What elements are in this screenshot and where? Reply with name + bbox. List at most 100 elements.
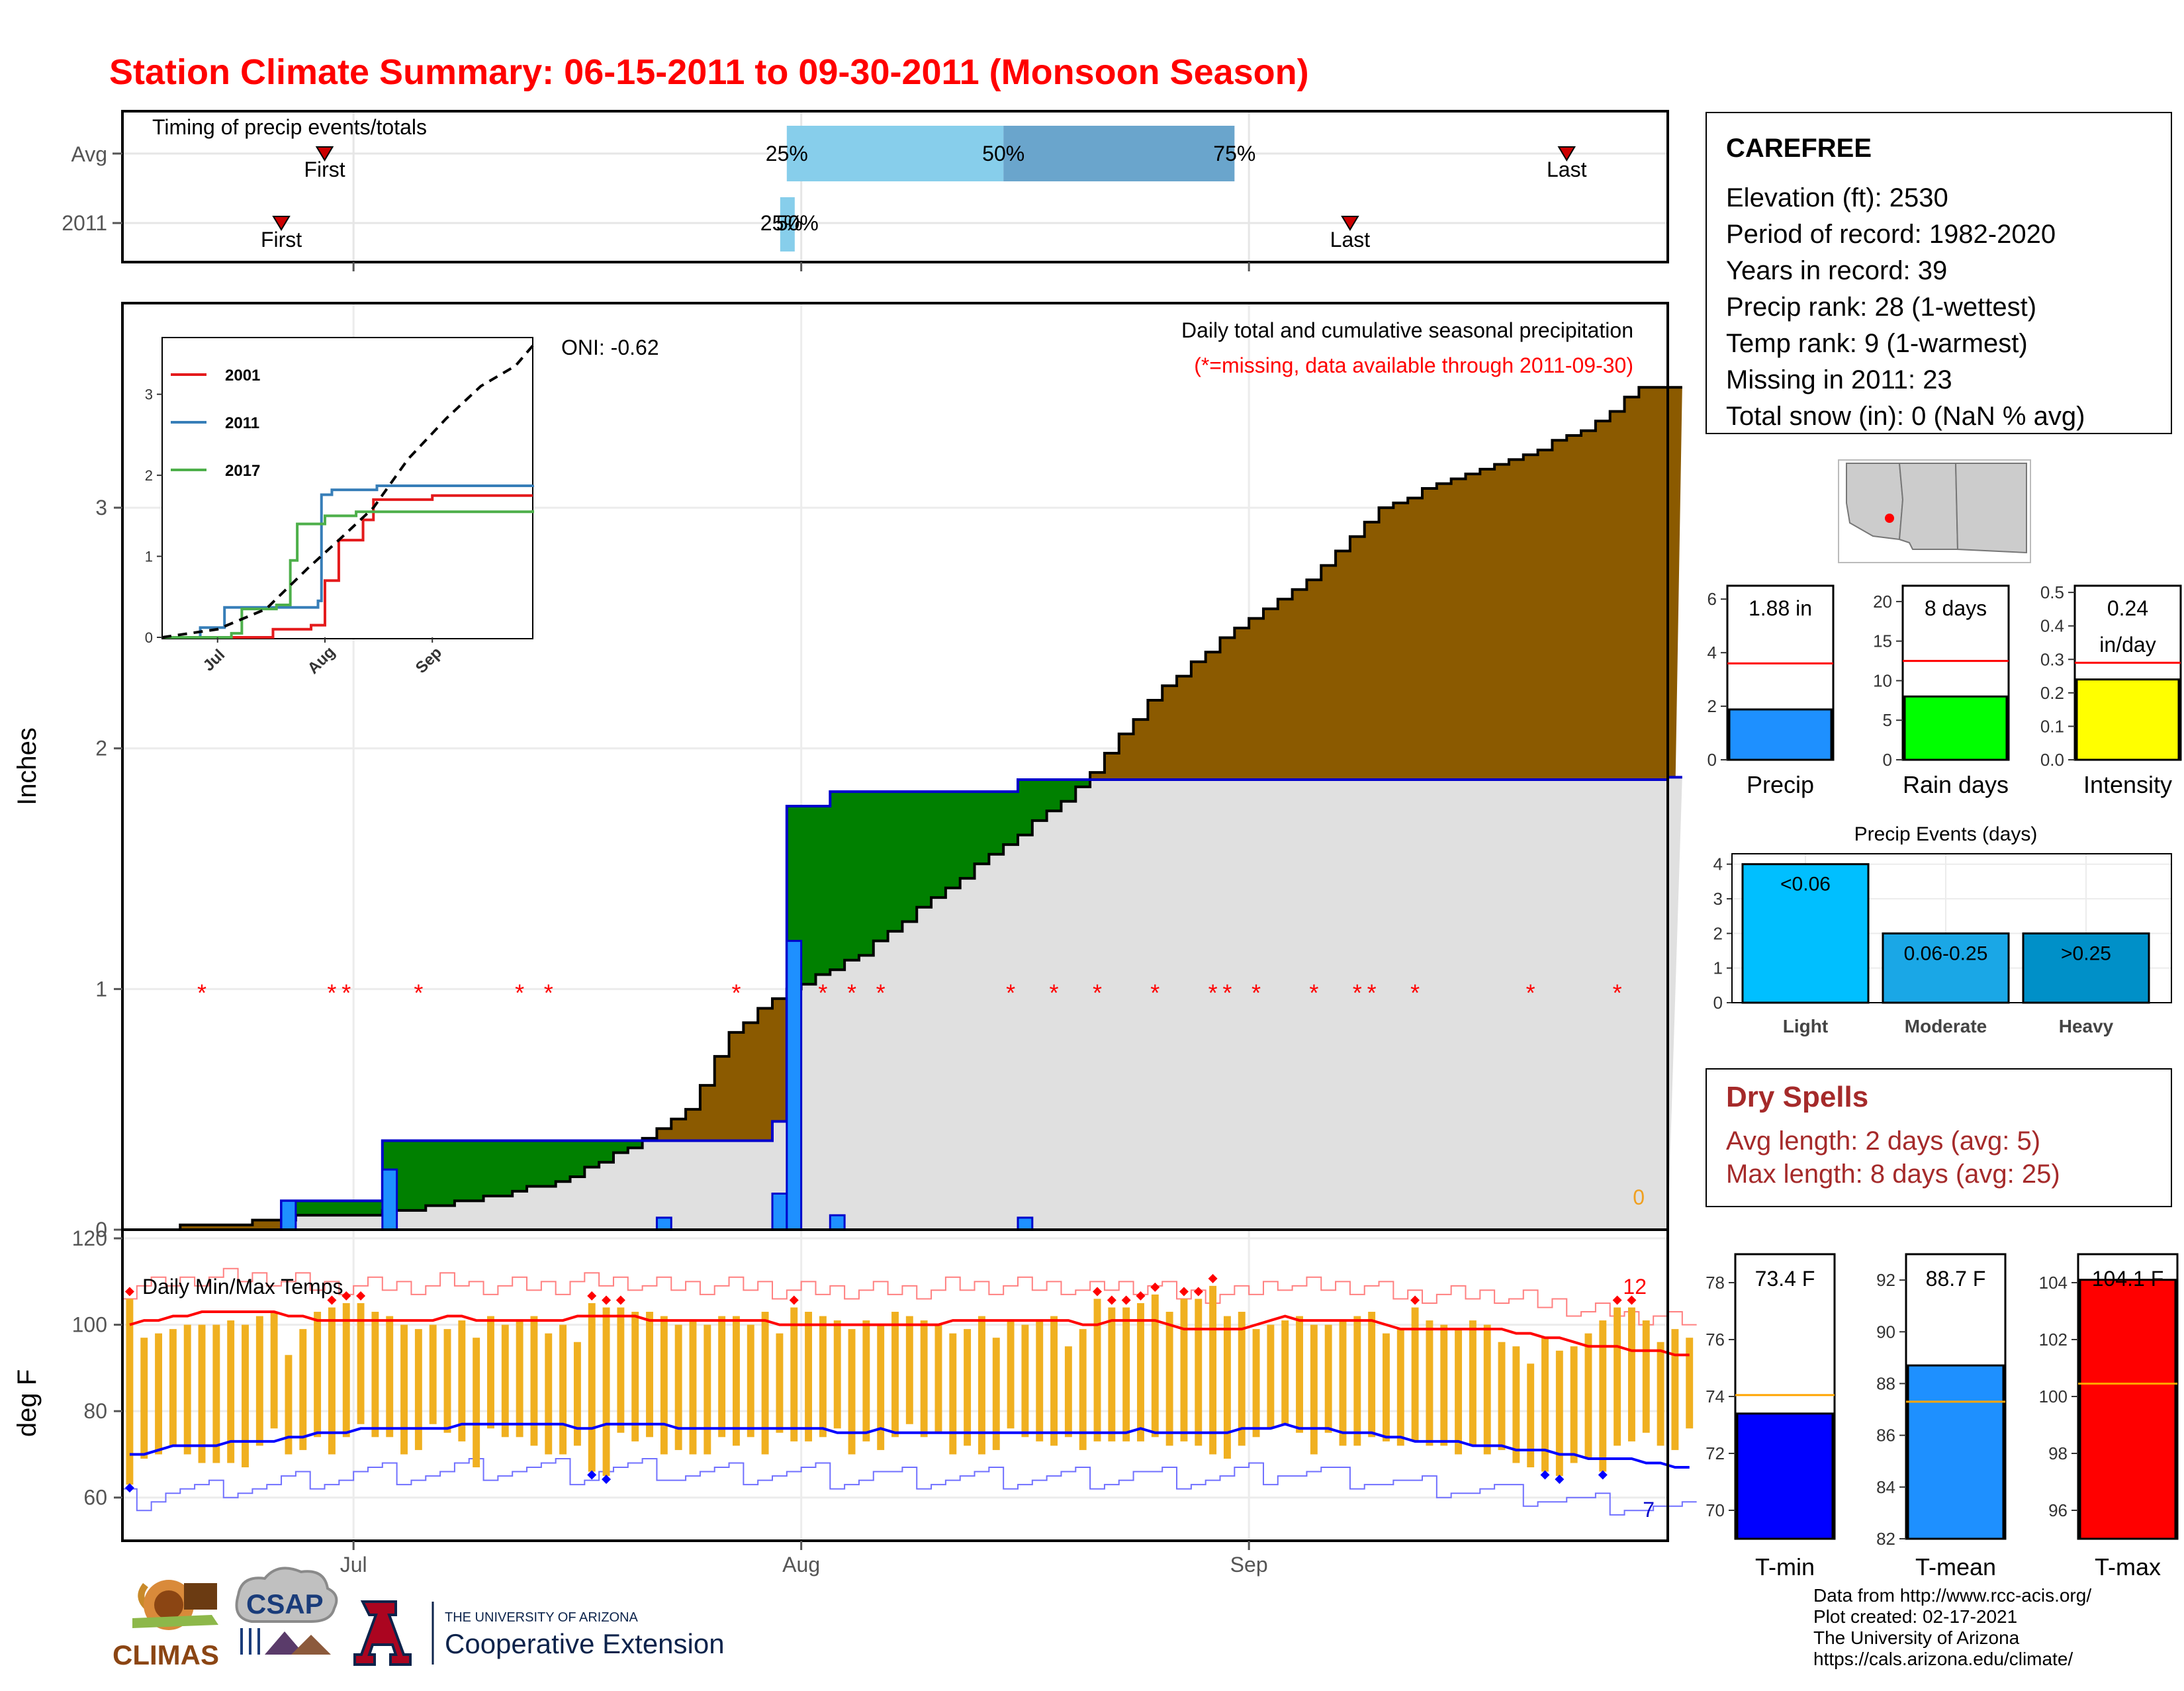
avg-tmin-line [129, 1422, 1690, 1469]
daily-temp-bar [212, 1324, 220, 1463]
daily-temp-bar [314, 1312, 322, 1438]
daily-temp-bar [1671, 1329, 1679, 1450]
daily-temp-bar [1570, 1346, 1578, 1463]
tmin-ytick-label: 76 [1706, 1330, 1725, 1349]
daily-temp-bar [1555, 1350, 1563, 1477]
daily-temp-bar [602, 1307, 610, 1477]
x-tick-label: Jul [340, 1553, 367, 1577]
daily-temp-bar [761, 1312, 769, 1455]
inset-series-2011 [162, 484, 534, 639]
daily-temp-bar [949, 1333, 957, 1455]
inset-ytick-label: 1 [145, 549, 153, 565]
daily-temp-bar [877, 1324, 885, 1450]
station-missing: Missing in 2011: 23 [1726, 365, 1952, 394]
daily-temp-bar [732, 1316, 740, 1446]
avg-cumulative-line [122, 386, 1682, 1231]
record-low-marker [124, 1483, 134, 1493]
credit-line-2: Plot created: 02-17-2021 [1813, 1606, 2017, 1627]
daily-temp-bar [1657, 1342, 1664, 1446]
daily-temp-bar [1469, 1320, 1477, 1446]
inset-legend-label: 2017 [225, 462, 260, 480]
daily-temp-bar [805, 1312, 813, 1441]
missing-day-star: * [1613, 979, 1622, 1006]
daily-temp-bar [1455, 1329, 1463, 1455]
daily-temp-bar [891, 1312, 899, 1438]
missing-day-star: * [414, 979, 423, 1006]
inset-legend-label: 2011 [225, 414, 259, 432]
daily-temp-bar [704, 1324, 711, 1455]
daily-temp-bar [1310, 1324, 1318, 1455]
tmax-ytick-label: 98 [2048, 1443, 2068, 1463]
daily-temp-bar [776, 1333, 784, 1433]
y2011-last-label: Last [1330, 228, 1371, 251]
event-category-label: Heavy [2059, 1016, 2114, 1036]
daily-temp-bar [285, 1355, 293, 1455]
record-high-marker [1150, 1282, 1160, 1292]
daily-temp-bar [862, 1320, 870, 1441]
daily-temp-bar [1627, 1307, 1635, 1441]
daily-temp-bar [646, 1312, 653, 1438]
daily-temp-bar [414, 1329, 422, 1450]
record-high-line [122, 1267, 1697, 1326]
events-ytick-label: 4 [1713, 854, 1723, 874]
temp-ytick-label: 100 [72, 1313, 107, 1337]
daily-precip-bar [1017, 1216, 1034, 1231]
avg-p25-label: 25% [766, 142, 808, 165]
daily-temp-bar [155, 1333, 163, 1455]
daily-temp-bar [357, 1303, 365, 1424]
intensity-value-label: 0.24 [2107, 596, 2148, 620]
record-high-marker [1136, 1291, 1146, 1301]
daily-temp-bar [342, 1303, 350, 1438]
csap-logo: CSAP [235, 1567, 338, 1655]
missing-day-star: * [197, 979, 206, 1006]
tmax-value-label: 104.1 F [2092, 1267, 2164, 1291]
record-low-marker [1598, 1470, 1608, 1480]
daily-temp-bar [1324, 1324, 1332, 1433]
avg-quartile-bar-upper [1003, 126, 1235, 181]
temp-ytick-label: 60 [83, 1486, 107, 1510]
daily-temp-bar [905, 1316, 913, 1424]
inset-avg-line [161, 344, 534, 639]
precip-axis-label: Precip [1747, 771, 1814, 798]
precip-panel-subtitle: (*=missing, data available through 2011-… [1194, 353, 1633, 377]
daily-temp-bar [588, 1303, 596, 1472]
timing-row-label-avg: Avg [71, 142, 107, 166]
daily-temp-bar [386, 1316, 394, 1438]
inset-ytick-label: 3 [145, 387, 153, 403]
daily-temp-bar [501, 1324, 509, 1438]
record-low-line [122, 1457, 1697, 1516]
credit-line-1: Data from http://www.rcc-acis.org/ [1813, 1585, 2091, 1606]
daily-temp-bar [140, 1338, 148, 1459]
above-average-area-top [281, 780, 1091, 1220]
tmean-ytick-label: 92 [1876, 1270, 1895, 1290]
temp-corner-low: 7 [1643, 1498, 1655, 1522]
daily-temp-bar [1238, 1312, 1246, 1446]
daily-temp-bar [1209, 1285, 1217, 1455]
ua-small-text: THE UNIVERSITY OF ARIZONA [445, 1610, 639, 1625]
temp-ytick-label: 80 [83, 1399, 107, 1423]
ua-logo: THE UNIVERSITY OF ARIZONA Cooperative Ex… [353, 1600, 725, 1666]
tmin-ytick-label: 72 [1706, 1443, 1725, 1463]
climas-wordmark: CLIMAS [113, 1639, 219, 1670]
tmean-ytick-label: 90 [1876, 1322, 1895, 1342]
daily-temp-bar [255, 1316, 263, 1446]
x-tick-label: Aug [782, 1553, 820, 1577]
event-category-label: Light [1783, 1016, 1828, 1036]
map-neighbor-shape [1954, 463, 2027, 554]
rain-days-value-label: 8 days [1925, 596, 1987, 620]
tmin-ytick-label: 78 [1706, 1273, 1725, 1293]
missing-day-star: * [1526, 979, 1535, 1006]
dry-spells-avg: Avg length: 2 days (avg: 5) [1726, 1126, 2040, 1156]
intensity-ytick-label: 0.5 [2040, 582, 2064, 602]
station-location-dot [1885, 514, 1894, 523]
temp-stat-bars: 73.4 F T-min 70 72 74 76 78 88.7 F T-mean 82 84 86 8… [1706, 1253, 2179, 1580]
daily-temp-bar [992, 1338, 1000, 1450]
precip-events-panel: Precip Events (days) 0 1 2 3 4 <0.06 Light 0.06… [1713, 823, 2172, 1036]
intensity-ytick-label: 0.3 [2040, 649, 2064, 669]
daily-precip-bar [280, 1199, 297, 1231]
daily-temp-bar [1223, 1316, 1231, 1459]
daily-temp-bar [458, 1320, 466, 1441]
daily-temp-bar [1396, 1329, 1404, 1446]
